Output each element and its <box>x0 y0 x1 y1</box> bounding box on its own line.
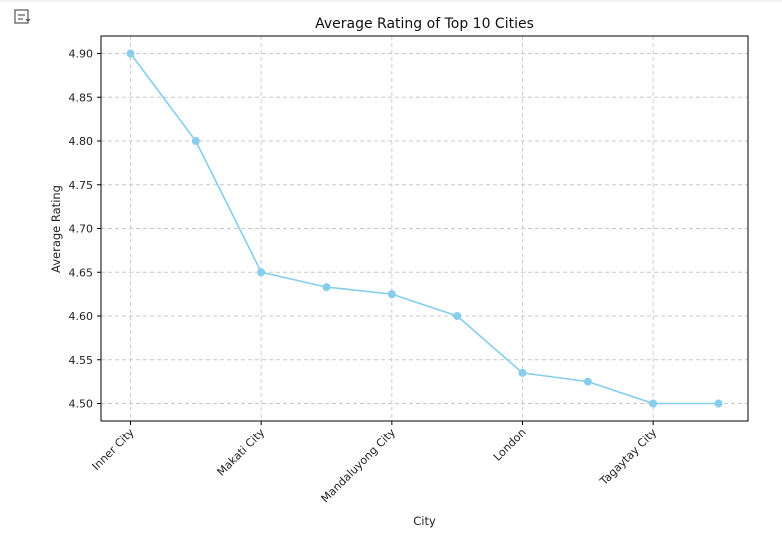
data-point <box>387 290 396 299</box>
y-tick-label: 4.80 <box>69 135 94 148</box>
x-tick-label: Mandaluyong City <box>319 426 399 506</box>
chart-title: Average Rating of Top 10 Cities <box>315 16 534 32</box>
data-point <box>191 137 200 145</box>
y-axis-label: Average Rating <box>49 185 63 273</box>
grid-lines <box>101 36 748 421</box>
y-tick-label: 4.70 <box>69 223 94 236</box>
y-tick-label: 4.75 <box>69 179 94 192</box>
data-point <box>518 368 527 377</box>
x-axis-label: City <box>413 514 436 528</box>
series-line <box>129 53 719 405</box>
data-point <box>453 312 462 320</box>
notebook-top-border <box>0 0 782 2</box>
x-tick-label: Tagaytay City <box>597 426 660 489</box>
y-tick-label: 4.50 <box>69 398 94 411</box>
data-point <box>583 377 592 386</box>
data-point <box>126 49 135 58</box>
y-tick-label: 4.65 <box>69 266 94 279</box>
x-tick-label: Makati City <box>215 426 268 479</box>
data-point <box>649 399 658 408</box>
data-point <box>257 268 266 277</box>
x-tick-label: Inner City <box>90 426 137 473</box>
x-tick-label: London <box>491 426 529 464</box>
y-axis: 4.50 4.55 4.60 4.65 4.70 4.75 4.80 4.85 4.90 <box>69 48 101 411</box>
y-tick-label: 4.85 <box>69 91 94 104</box>
data-point <box>714 399 723 408</box>
data-point <box>322 283 331 292</box>
y-tick-label: 4.55 <box>69 354 94 367</box>
series-avg-rating <box>126 49 723 408</box>
y-tick-label: 4.90 <box>69 48 94 61</box>
y-tick-label: 4.60 <box>69 310 94 323</box>
x-axis: Inner City Makati City Mandaluyong City Lon… <box>90 421 660 505</box>
output-toggle-icon[interactable] <box>12 6 34 28</box>
